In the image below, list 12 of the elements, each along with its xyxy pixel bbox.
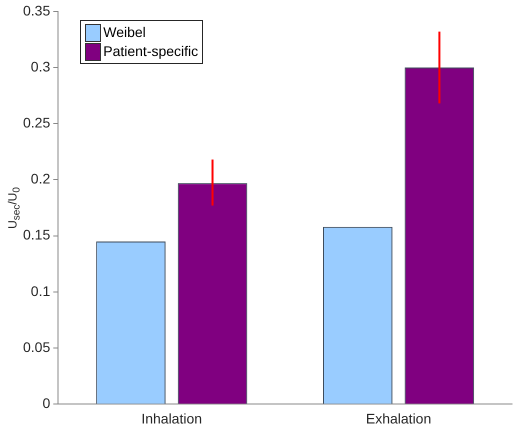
y-tick-label: 0.35	[23, 2, 50, 18]
y-tick-label: 0	[42, 395, 50, 412]
y-tick-label: 0.1	[30, 282, 50, 299]
y-tick-label: 0.15	[23, 226, 50, 243]
x-tick-label: Exhalation	[366, 410, 432, 426]
y-tick-label: 0.2	[30, 170, 50, 187]
x-tick-label: Inhalation	[141, 410, 202, 426]
y-tick-label: 0.3	[30, 58, 50, 74]
legend-label: Patient-specific	[103, 42, 198, 62]
y-tick-label: 0.25	[23, 114, 50, 130]
legend-label: Weibel	[103, 23, 146, 42]
y-tick-label: 0.05	[23, 338, 50, 355]
